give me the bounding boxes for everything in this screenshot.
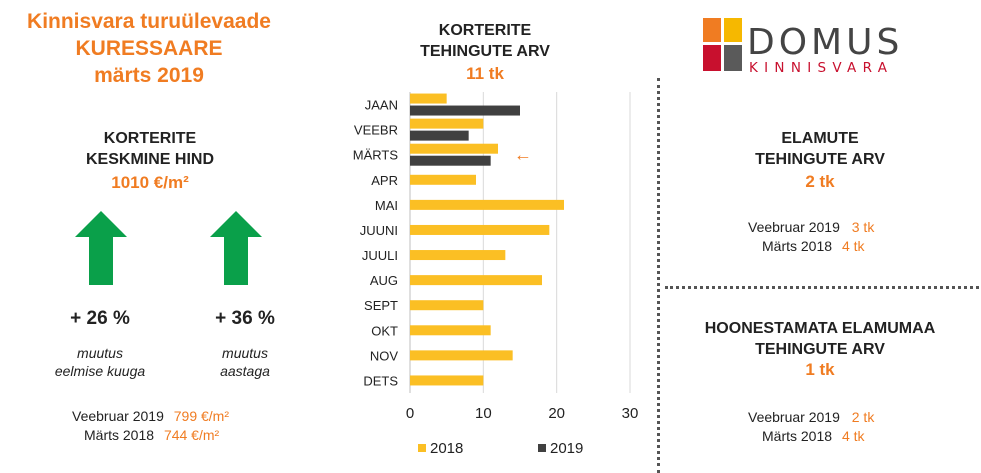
x-tick-label: 30 <box>622 405 639 422</box>
avg-price-heading-line-1: KORTERITE <box>103 130 197 147</box>
change-year-label-line-2: aastaga <box>220 363 270 379</box>
avg-price-heading: KORTERITE KESKMINE HIND <box>40 128 260 170</box>
logo-square-red <box>703 45 721 71</box>
apartments-chart-value: 11 tk <box>466 64 504 83</box>
houses-compare-1-label: Veebruar 2019 <box>748 219 840 235</box>
change-year-label: muutus aastaga <box>185 344 305 380</box>
bar-2018-JAAN <box>410 93 447 104</box>
category-label: MÄRTS <box>353 148 399 163</box>
land-heading-line-1: HOONESTAMATA ELAMUMAA <box>704 320 936 337</box>
vertical-divider <box>657 78 660 473</box>
land-value: 1 tk <box>805 360 835 379</box>
x-tick-label: 20 <box>548 405 565 422</box>
land-compare-1-value: 2 tk <box>851 409 875 425</box>
title-line-3: märts 2019 <box>94 64 204 87</box>
category-label: JUUNI <box>360 223 398 238</box>
bar-2019-MÄRTS <box>410 155 491 166</box>
change-month-label: muutus eelmise kuuga <box>40 344 160 380</box>
avg-price-compare-1: Veebruar 2019 799 €/m² <box>72 407 312 425</box>
category-label: OKT <box>371 323 398 338</box>
land-compare-2: Märts 2018 4 tk <box>762 427 981 445</box>
legend-swatch-2018 <box>418 444 426 452</box>
houses-compare-2-label: Märts 2018 <box>762 238 833 254</box>
apartments-chart-heading: KORTERITE TEHINGUTE ARV <box>390 20 580 62</box>
bar-2018-APR <box>410 174 476 185</box>
apartments-chart-heading-line-1: KORTERITE <box>438 22 532 39</box>
houses-compare-1: Veebruar 2019 3 tk <box>748 218 968 236</box>
houses-heading: ELAMUTE TEHINGUTE ARV <box>680 128 960 170</box>
houses-compare-2: Märts 2018 4 tk <box>762 237 981 255</box>
category-label: SEPT <box>364 298 398 313</box>
land-heading: HOONESTAMATA ELAMUMAA TEHINGUTE ARV <box>668 318 972 360</box>
houses-compare-1-value: 3 tk <box>851 219 875 235</box>
up-arrow-icon-month <box>75 211 127 285</box>
change-year-value: + 36 % <box>215 308 275 329</box>
logo-square-grey <box>724 45 742 71</box>
legend-swatch-2019 <box>538 444 546 452</box>
logo-square-orange <box>703 18 721 42</box>
annotation-arrow-icon: ← <box>514 145 532 165</box>
legend-label-2019: 2019 <box>550 440 583 457</box>
x-tick-label: 10 <box>475 405 492 422</box>
change-month-label-line-1: muutus <box>77 345 123 361</box>
report-title: Kinnisvara turuülevaade KURESSAARE märts… <box>8 8 290 89</box>
bar-2018-MÄRTS <box>410 143 498 154</box>
land-compare-1-label: Veebruar 2019 <box>748 409 840 425</box>
change-month-value: + 26 % <box>70 308 130 329</box>
land-compare-1: Veebruar 2019 2 tk <box>748 408 968 426</box>
bar-2018-AUG <box>410 275 542 286</box>
horizontal-divider <box>665 286 979 289</box>
bar-2018-VEEBR <box>410 118 484 129</box>
category-label: MAI <box>375 198 398 213</box>
avg-price-value: 1010 €/m² <box>111 173 189 192</box>
avg-price-compare-1-value: 799 €/m² <box>173 408 229 424</box>
category-label: AUG <box>370 273 398 288</box>
x-tick-label: 0 <box>406 405 414 422</box>
avg-price-compare-1-label: Veebruar 2019 <box>72 408 164 424</box>
up-arrow-icon-year <box>210 211 262 285</box>
bar-2019-JAAN <box>410 105 520 116</box>
bar-2018-NOV <box>410 350 513 361</box>
avg-price-compare-2: Märts 2018 744 €/m² <box>84 426 324 444</box>
avg-price-compare-2-value: 744 €/m² <box>163 427 220 443</box>
category-label: DETS <box>363 373 398 388</box>
houses-heading-line-1: ELAMUTE <box>781 130 859 147</box>
logo-word: DOMUS <box>747 22 903 63</box>
houses-value: 2 tk <box>805 172 835 191</box>
legend-label-2018: 2018 <box>430 440 463 457</box>
apartments-chart-heading-line-2: TEHINGUTE ARV <box>420 43 550 60</box>
title-line-2: KURESSAARE <box>75 37 223 60</box>
houses-heading-line-2: TEHINGUTE ARV <box>755 151 885 168</box>
avg-price-compare-2-label: Märts 2018 <box>84 427 155 443</box>
category-label: JAAN <box>365 98 398 113</box>
logo-square-yellow <box>724 18 742 42</box>
bar-2018-JUULI <box>410 250 506 261</box>
title-line-1: Kinnisvara turuülevaade <box>27 10 271 33</box>
change-year-label-line-1: muutus <box>222 345 268 361</box>
bar-2019-VEEBR <box>410 130 469 141</box>
bar-2018-JUUNI <box>410 224 550 235</box>
category-label: JUULI <box>362 248 398 263</box>
bar-2018-SEPT <box>410 300 484 311</box>
bar-2018-DETS <box>410 375 484 386</box>
bar-2018-OKT <box>410 325 491 336</box>
logo-subword: KINNISVARA <box>749 60 893 76</box>
domus-logo: DOMUS KINNISVARA <box>703 18 903 76</box>
category-label: NOV <box>370 348 399 363</box>
land-compare-2-value: 4 tk <box>841 428 865 444</box>
category-label: APR <box>371 173 398 188</box>
avg-price-heading-line-2: KESKMINE HIND <box>85 151 214 168</box>
apartments-bar-chart: 0 10 20 30 JAAN VEEBR MÄRTS ← APR MAI JUUNI JUULI AU… <box>353 92 639 457</box>
land-compare-2-label: Märts 2018 <box>762 428 833 444</box>
bar-2018-MAI <box>410 199 564 210</box>
land-heading-line-2: TEHINGUTE ARV <box>755 341 885 358</box>
category-label: VEEBR <box>354 123 398 138</box>
change-month-label-line-2: eelmise kuuga <box>54 363 146 379</box>
houses-compare-2-value: 4 tk <box>841 238 865 254</box>
